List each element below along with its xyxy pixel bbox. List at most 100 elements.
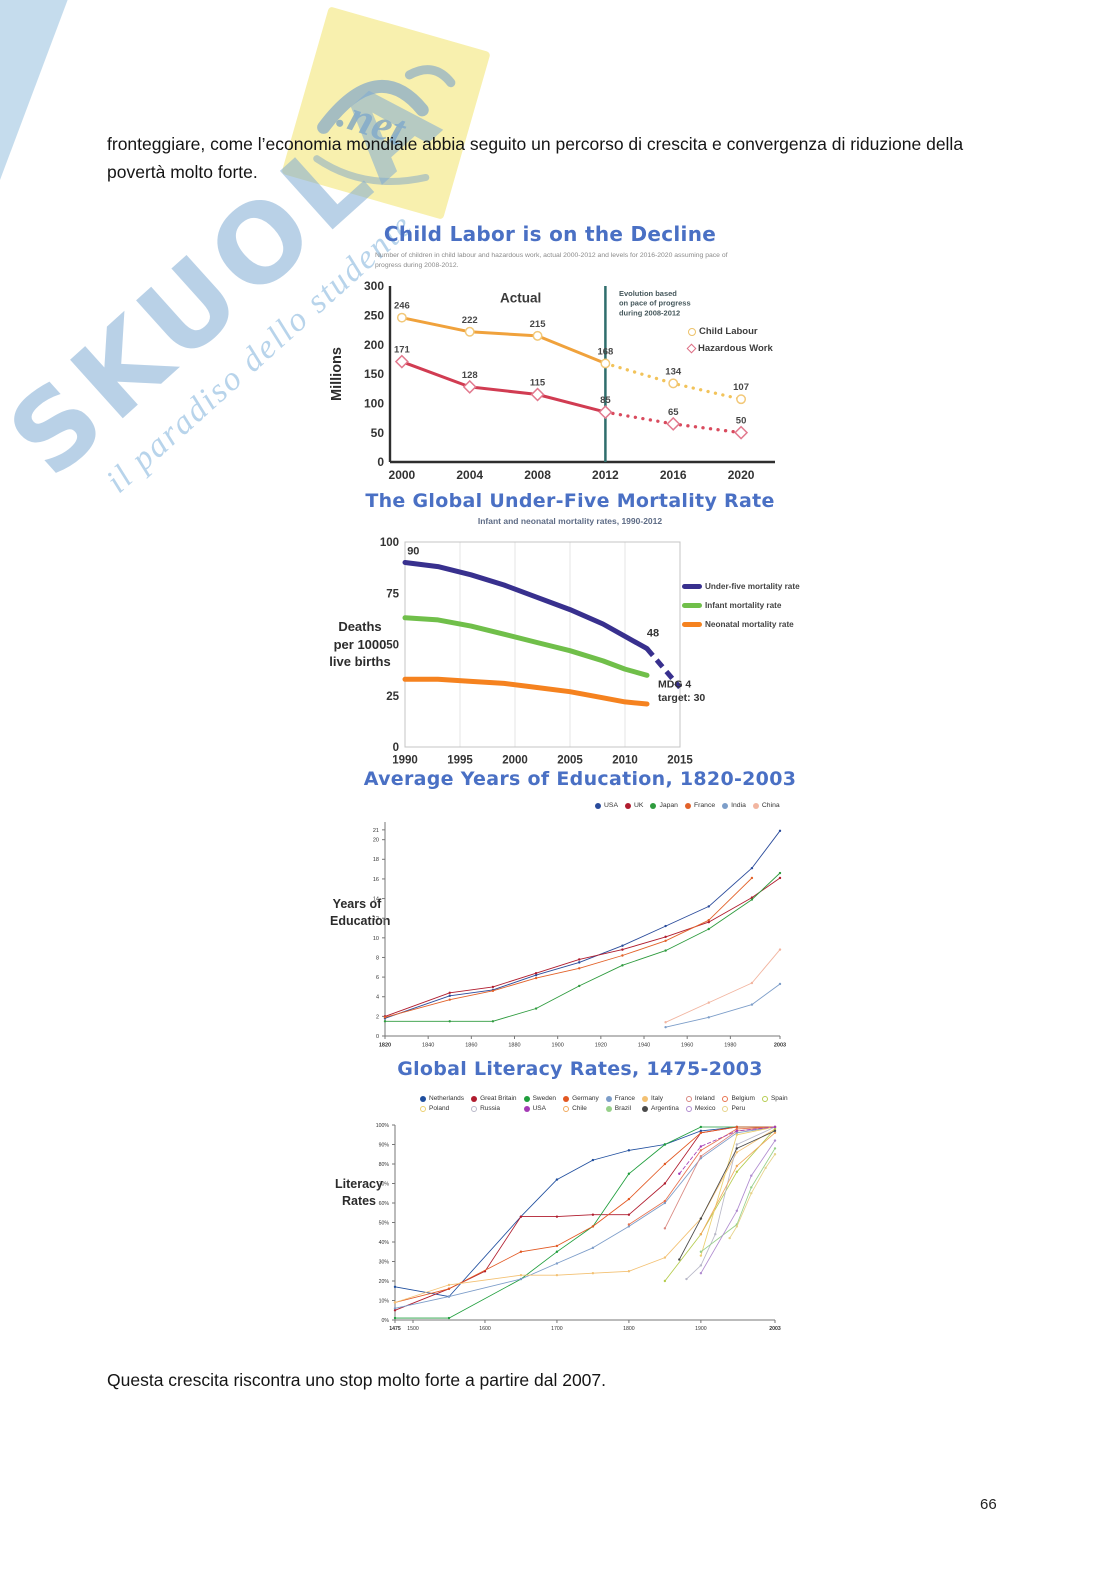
legend-label: UK xyxy=(633,802,644,809)
svg-text:1860: 1860 xyxy=(465,1043,477,1049)
legend-item: Infant mortality rate xyxy=(682,601,800,610)
legend-item: Ireland xyxy=(685,1095,716,1102)
page-number: 66 xyxy=(980,1496,997,1513)
legend-swatch-icon xyxy=(420,1095,426,1102)
svg-text:0: 0 xyxy=(393,742,399,754)
legend-item: Under-five mortality rate xyxy=(682,582,800,591)
svg-text:100: 100 xyxy=(380,537,399,549)
series-netherlands xyxy=(393,1125,777,1298)
legend-swatch-icon xyxy=(686,343,697,354)
annotation: Actual xyxy=(500,290,541,305)
svg-text:2008: 2008 xyxy=(524,468,551,482)
legend-swatch-icon xyxy=(688,327,696,336)
legend-item: Sweden xyxy=(523,1095,556,1102)
legend-label: Neonatal mortality rate xyxy=(705,620,794,629)
legend-item: Netherlands xyxy=(420,1095,464,1102)
series-child-labour: 246 222 215 168 134 107 xyxy=(394,301,749,405)
chart-subtitle: Infant and neonatal mortality rates, 199… xyxy=(477,516,663,526)
svg-text:1500: 1500 xyxy=(407,1326,419,1332)
legend-swatch-icon xyxy=(642,1095,649,1102)
svg-text:90%: 90% xyxy=(379,1142,390,1148)
legend-item: Hazardous Work xyxy=(686,343,773,354)
svg-text:1840: 1840 xyxy=(422,1043,434,1049)
svg-text:12: 12 xyxy=(373,916,379,922)
svg-text:1940: 1940 xyxy=(638,1043,650,1049)
legend-label: France xyxy=(614,1095,636,1102)
svg-text:50: 50 xyxy=(736,416,747,427)
legend-item: France xyxy=(684,802,716,809)
legend-label: Mexico xyxy=(694,1105,716,1112)
legend-label: China xyxy=(761,802,780,809)
y-axis-label: Literacy Rates xyxy=(335,1177,383,1208)
svg-text:215: 215 xyxy=(530,319,547,330)
legend-label: Argentina xyxy=(651,1105,679,1112)
legend-label: France xyxy=(693,802,716,809)
svg-text:6: 6 xyxy=(376,975,379,981)
legend-swatch-icon xyxy=(684,802,691,809)
legend-swatch-icon xyxy=(752,802,759,809)
svg-text:1800: 1800 xyxy=(623,1326,635,1332)
svg-text:2003: 2003 xyxy=(769,1326,781,1332)
svg-text:1980: 1980 xyxy=(724,1043,736,1049)
series-neonatal-mortality-rate xyxy=(402,676,650,707)
svg-text:70%: 70% xyxy=(379,1181,390,1187)
y-axis-label: Deaths per 1000 live births xyxy=(329,619,391,670)
legend-label: Hazardous Work xyxy=(698,343,773,354)
svg-text:1995: 1995 xyxy=(447,755,473,767)
series-sweden xyxy=(393,1125,777,1320)
svg-text:25: 25 xyxy=(386,691,399,703)
svg-text:4: 4 xyxy=(376,995,379,1001)
series-brazil xyxy=(699,1147,777,1253)
svg-text:128: 128 xyxy=(462,370,478,381)
svg-text:107: 107 xyxy=(733,382,749,393)
chart-global-literacy: Global Literacy Rates, 1475-2003 Literac… xyxy=(330,1058,845,1360)
legend-label: Child Labour xyxy=(699,326,758,337)
watermark-logo-box xyxy=(281,6,491,220)
series-chile xyxy=(699,1131,777,1236)
svg-text:1475: 1475 xyxy=(389,1326,401,1332)
series-india xyxy=(664,982,782,1029)
svg-text:2016: 2016 xyxy=(660,468,687,482)
legend-label: Spain xyxy=(770,1095,788,1102)
legend-item: Chile xyxy=(563,1105,599,1112)
svg-text:0%: 0% xyxy=(382,1318,390,1324)
legend-swatch-icon xyxy=(722,802,729,809)
legend-label: Germany xyxy=(572,1095,599,1102)
chart-child-labor: Child Labor is on the Decline Number of … xyxy=(320,222,890,490)
legend-item: Neonatal mortality rate xyxy=(682,620,800,629)
legend-item: USA xyxy=(595,802,618,809)
series-usa xyxy=(383,829,782,1020)
svg-text:0: 0 xyxy=(377,455,384,469)
legend-swatch-icon xyxy=(682,603,702,608)
legend-item: Mexico xyxy=(685,1105,716,1112)
legend-label: Great Britain xyxy=(480,1095,517,1102)
svg-text:2005: 2005 xyxy=(557,755,583,767)
legend-swatch-icon xyxy=(471,1105,478,1112)
series-mexico xyxy=(699,1139,777,1275)
chart-legend: Child Labour Hazardous Work xyxy=(686,326,773,354)
svg-text:1880: 1880 xyxy=(508,1043,520,1049)
legend-item: France xyxy=(605,1095,636,1102)
series-poland xyxy=(699,1125,777,1257)
chart-subtitle: Number of children in child labour and h… xyxy=(375,252,728,270)
legend-label: Russia xyxy=(480,1105,500,1112)
legend-label: Poland xyxy=(429,1105,450,1112)
legend-swatch-icon xyxy=(650,802,657,809)
legend-label: Netherlands xyxy=(429,1095,465,1102)
legend-swatch-icon xyxy=(722,1105,729,1112)
chart-title: The Global Under-Five Mortality Rate xyxy=(365,490,775,512)
svg-text:10%: 10% xyxy=(379,1298,390,1304)
mortality-plot: 0 25 50 75 100 1990 1995 2000 2005 2010 2015 90 48 MD… xyxy=(380,537,706,767)
legend-label: Belgium xyxy=(731,1095,755,1102)
legend-swatch-icon xyxy=(642,1105,649,1112)
svg-text:300: 300 xyxy=(364,279,384,293)
watermark-logo-swirl-icon xyxy=(313,65,456,185)
svg-text:1990: 1990 xyxy=(392,755,418,767)
svg-text:100: 100 xyxy=(364,397,384,411)
svg-text:50: 50 xyxy=(371,426,385,440)
legend-item: USA xyxy=(523,1105,557,1112)
svg-text:80%: 80% xyxy=(379,1162,390,1168)
legend-label: Ireland xyxy=(694,1095,715,1102)
legend-label: Chile xyxy=(572,1105,587,1112)
